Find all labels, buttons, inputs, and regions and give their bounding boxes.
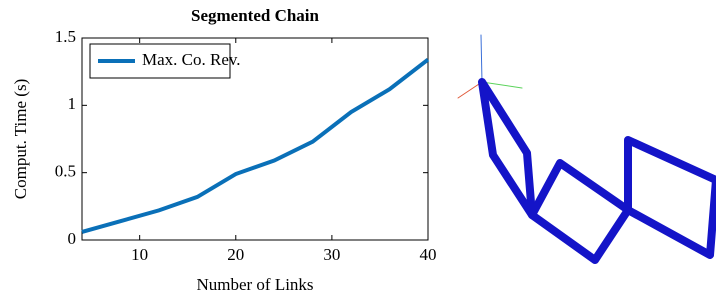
figure: Segmented Chain Number of Links Comput. … <box>0 0 716 299</box>
x-tick-label: 20 <box>227 245 244 264</box>
chain-loop <box>628 180 716 255</box>
axis-z <box>481 35 482 82</box>
chain-loop <box>482 82 532 215</box>
y-tick-label: 1.5 <box>55 27 76 46</box>
y-tick-label: 0 <box>68 229 77 248</box>
y-axis-label: Comput. Time (s) <box>11 79 30 199</box>
y-tick-label: 0.5 <box>55 162 76 181</box>
x-tick-label: 30 <box>323 245 340 264</box>
chain-loop <box>628 140 716 210</box>
chain-loop <box>532 163 628 260</box>
page: Segmented Chain Number of Links Comput. … <box>0 0 716 299</box>
series-line <box>82 60 428 232</box>
x-tick-label: 40 <box>420 245 437 264</box>
chain-render <box>458 35 716 260</box>
legend-label: Max. Co. Rev. <box>142 50 241 69</box>
chart-title: Segmented Chain <box>191 6 320 25</box>
x-tick-label: 10 <box>131 245 148 264</box>
x-axis-label: Number of Links <box>196 275 313 294</box>
y-tick-label: 1 <box>68 94 77 113</box>
